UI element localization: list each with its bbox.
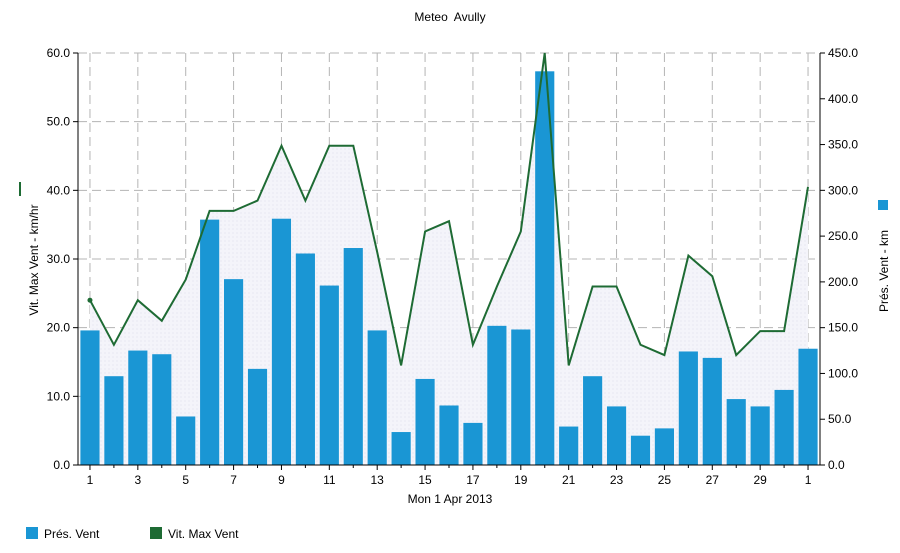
left-tick-label: 30.0 — [47, 252, 71, 266]
left-tick-label: 40.0 — [47, 183, 71, 197]
bar-pres-vent — [104, 376, 124, 465]
line-series-vit-max-vent — [89, 52, 809, 366]
x-tick-label: 13 — [371, 473, 385, 487]
x-axis-label: Mon 1 Apr 2013 — [408, 492, 493, 506]
line-start-marker — [87, 297, 93, 303]
left-axis-ticks: 0.0 10.0 20.0 30.0 40.0 50.0 60.0 — [47, 46, 78, 472]
legend-label-pres-vent: Prés. Vent — [44, 527, 100, 541]
bar-pres-vent — [630, 435, 651, 465]
bar-pres-vent — [535, 71, 555, 466]
bar-pres-vent — [415, 378, 435, 465]
left-tick-label: 0.0 — [53, 458, 70, 472]
bar-pres-vent — [487, 325, 507, 465]
right-tick-label: 50.0 — [828, 412, 852, 426]
line-area-fill — [90, 53, 808, 465]
x-tick-label: 9 — [278, 473, 285, 487]
legend-label-vit-max-vent: Vit. Max Vent — [168, 527, 239, 541]
left-tick-label: 60.0 — [47, 46, 71, 60]
x-tick-label: 19 — [514, 473, 528, 487]
chart-title: Meteo Avully — [414, 10, 485, 24]
legend: Prés. Vent Vit. Max Vent — [26, 527, 239, 541]
right-tick-label: 450.0 — [828, 46, 858, 60]
legend-swatch-pres-vent — [26, 527, 38, 539]
left-axis-label-group: Vit. Max Vent - km/hr — [27, 204, 41, 315]
bar-pres-vent — [463, 422, 483, 465]
x-tick-label: 17 — [466, 473, 480, 487]
bar-pres-vent — [343, 248, 363, 465]
bar-pres-vent — [271, 218, 292, 465]
x-tick-label: 15 — [418, 473, 432, 487]
x-tick-label: 11 — [323, 473, 336, 487]
left-axis-label: Vit. Max Vent - km/hr — [27, 204, 41, 315]
bar-pres-vent — [606, 406, 627, 465]
left-axis-legend-swatch — [19, 182, 21, 196]
bar-pres-vent — [798, 348, 818, 465]
right-tick-label: 100.0 — [828, 366, 858, 380]
bar-pres-vent — [702, 357, 722, 465]
bar-pres-vent — [726, 399, 746, 465]
bar-pres-vent — [295, 253, 315, 465]
right-tick-label: 200.0 — [828, 275, 858, 289]
x-tick-label: 25 — [658, 473, 672, 487]
bar-pres-vent — [750, 406, 770, 465]
bar-pres-vent — [224, 279, 244, 465]
bar-pres-vent — [439, 405, 459, 465]
bar-pres-vent — [511, 329, 531, 465]
left-tick-label: 10.0 — [47, 389, 71, 403]
right-tick-label: 250.0 — [828, 229, 858, 243]
x-tick-label: 1 — [87, 473, 94, 487]
bar-pres-vent — [583, 376, 603, 465]
x-tick-label: 21 — [562, 473, 576, 487]
x-tick-label: 7 — [230, 473, 237, 487]
right-tick-label: 350.0 — [828, 138, 858, 152]
legend-swatch-vit-max-vent — [150, 527, 162, 539]
bar-pres-vent — [200, 219, 220, 465]
x-tick-label: 29 — [753, 473, 767, 487]
bars — [80, 71, 818, 466]
right-tick-label: 400.0 — [828, 92, 858, 106]
bar-pres-vent — [128, 350, 148, 465]
right-axis-ticks: 0.0 50.0 100.0 150.0 200.0 250.0 300.0 350.0 400… — [820, 46, 858, 472]
left-tick-label: 20.0 — [47, 321, 71, 335]
bar-pres-vent — [391, 432, 411, 465]
right-tick-label: 300.0 — [828, 183, 858, 197]
bar-pres-vent — [774, 389, 794, 465]
x-tick-label: 5 — [182, 473, 189, 487]
x-tick-label: 23 — [610, 473, 624, 487]
bar-pres-vent — [367, 330, 387, 465]
bar-pres-vent — [176, 416, 196, 465]
x-tick-label: 1 — [805, 473, 812, 487]
bar-pres-vent — [152, 354, 172, 465]
right-tick-label: 0.0 — [828, 458, 845, 472]
bar-pres-vent — [319, 285, 339, 465]
bar-pres-vent — [654, 428, 674, 465]
bar-pres-vent — [678, 351, 698, 465]
right-axis-label-group: Prés. Vent - km — [877, 230, 891, 312]
bar-pres-vent — [559, 426, 579, 465]
bar-pres-vent — [247, 368, 268, 465]
bar-pres-vent — [80, 330, 100, 465]
x-axis-ticks: 1 3 5 7 9 11 13 15 17 19 21 23 25 27 29 1 — [87, 465, 812, 487]
x-tick-label: 3 — [134, 473, 141, 487]
right-axis-legend-swatch — [878, 200, 888, 210]
x-tick-label: 27 — [706, 473, 720, 487]
right-axis-label: Prés. Vent - km — [877, 230, 891, 312]
right-tick-label: 150.0 — [828, 321, 858, 335]
left-tick-label: 50.0 — [47, 115, 71, 129]
